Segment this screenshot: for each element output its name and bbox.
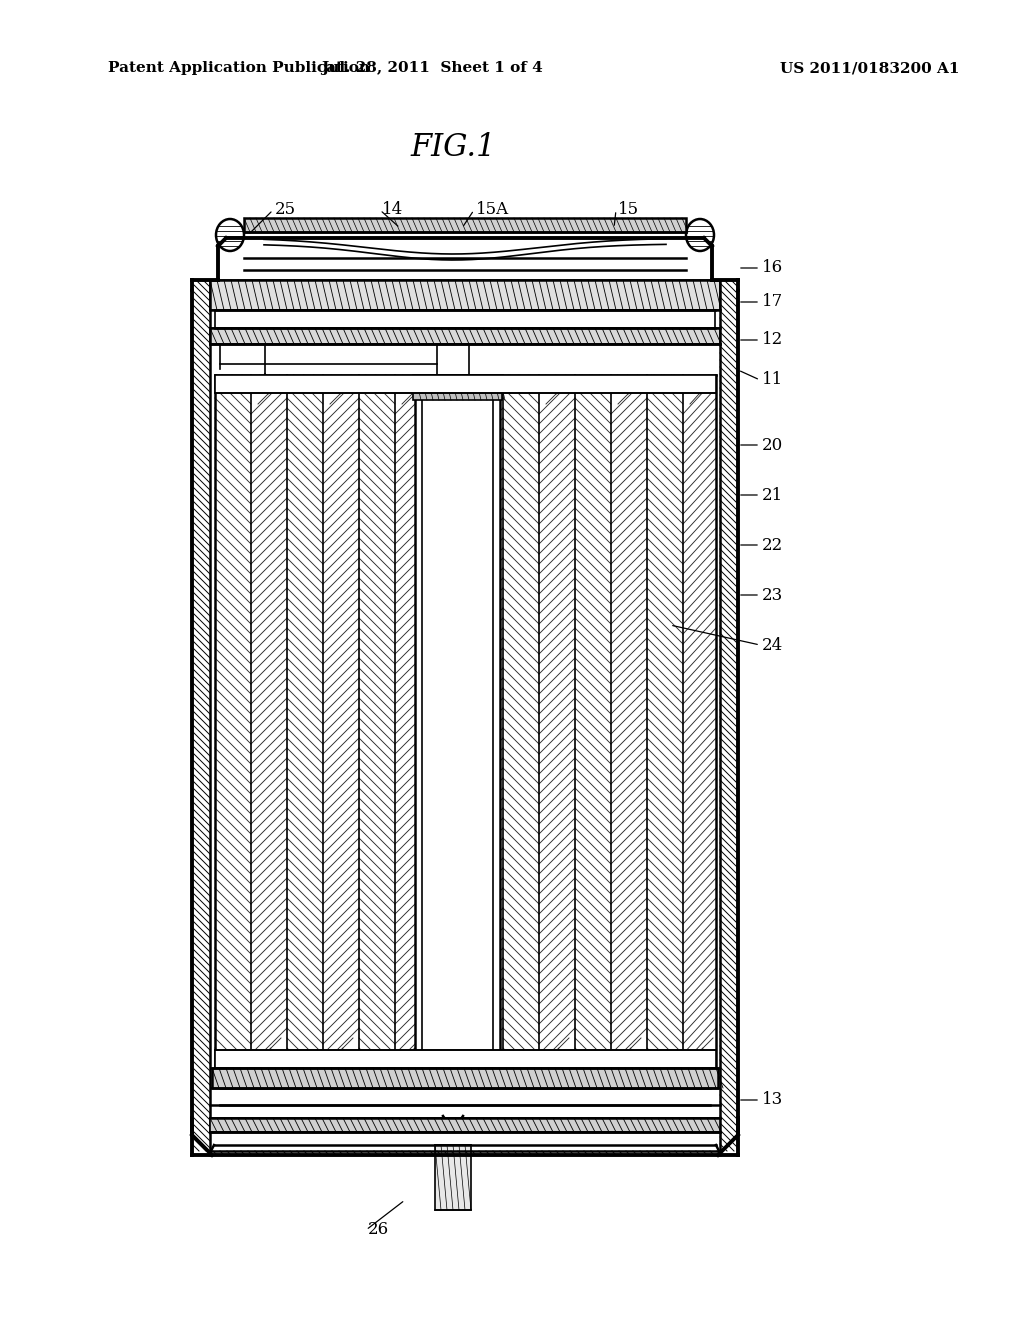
Text: 12: 12: [762, 331, 783, 348]
Bar: [415, 375, 500, 1068]
Bar: [215, 375, 716, 1068]
Text: 14: 14: [382, 202, 403, 219]
Text: 25: 25: [275, 202, 296, 219]
Text: 11: 11: [762, 371, 783, 388]
Text: US 2011/0183200 A1: US 2011/0183200 A1: [780, 61, 959, 75]
Bar: [212, 1068, 718, 1088]
Bar: [215, 375, 716, 1068]
Bar: [210, 280, 720, 310]
Text: 15: 15: [618, 202, 639, 219]
Bar: [210, 327, 720, 345]
Text: 17: 17: [762, 293, 783, 310]
Text: Patent Application Publication: Patent Application Publication: [108, 61, 370, 75]
Text: 26: 26: [368, 1221, 389, 1238]
Text: 21: 21: [762, 487, 783, 503]
Bar: [435, 1144, 471, 1210]
Bar: [215, 1049, 716, 1068]
Bar: [244, 218, 686, 232]
Bar: [210, 1118, 720, 1133]
Text: 20: 20: [762, 437, 783, 454]
Text: 15A: 15A: [476, 202, 509, 219]
Text: 23: 23: [762, 586, 783, 603]
Bar: [215, 375, 716, 393]
Text: 13: 13: [762, 1092, 783, 1109]
Bar: [413, 375, 502, 400]
Text: FIG.1: FIG.1: [411, 132, 496, 164]
Text: 22: 22: [762, 536, 783, 553]
Text: Jul. 28, 2011  Sheet 1 of 4: Jul. 28, 2011 Sheet 1 of 4: [322, 61, 543, 75]
Text: 16: 16: [762, 260, 783, 276]
Text: 24: 24: [762, 636, 783, 653]
Bar: [215, 310, 715, 327]
